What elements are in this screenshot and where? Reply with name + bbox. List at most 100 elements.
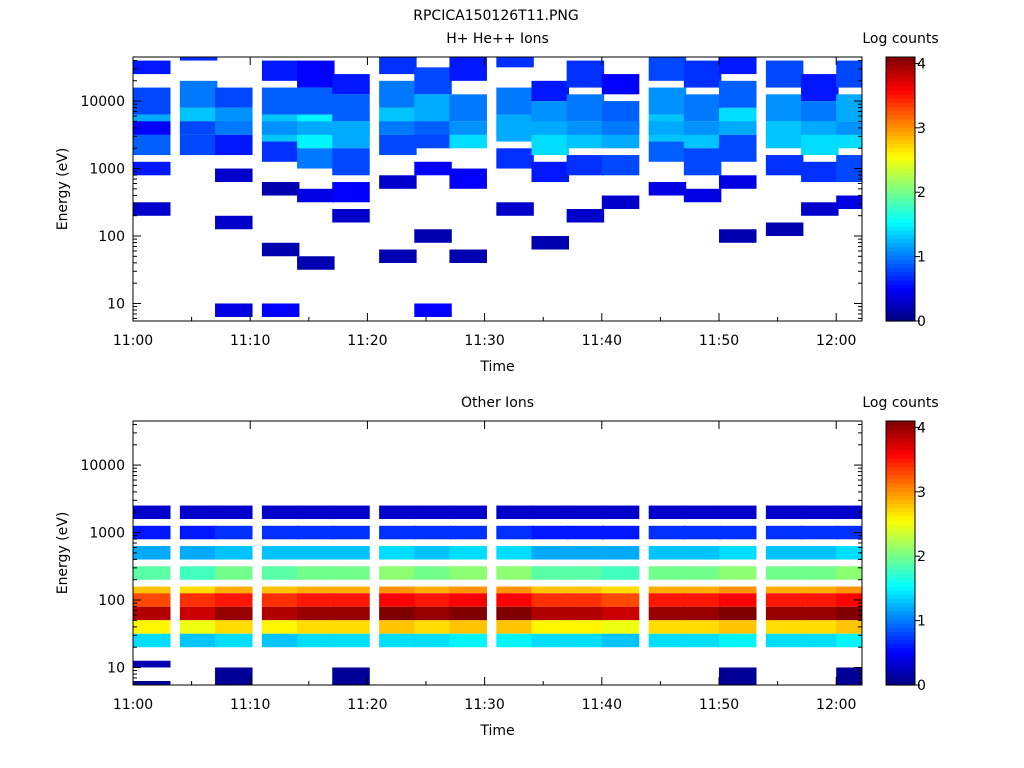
heatmap-cell	[601, 195, 640, 210]
colorbar-segment	[886, 668, 915, 674]
heatmap-cell	[261, 242, 300, 257]
heatmap-cell	[648, 593, 687, 607]
heatmap-cell	[836, 60, 862, 88]
heatmap-cell	[531, 80, 569, 102]
heatmap-cell	[836, 633, 862, 648]
heatmap-cell	[801, 593, 839, 607]
heatmap-cell	[414, 67, 452, 95]
colorbar-segment	[886, 189, 915, 194]
heatmap-cell	[332, 633, 370, 648]
colorbar-label: Log counts	[862, 31, 938, 47]
heatmap-cell	[648, 141, 687, 162]
heatmap-cell	[179, 80, 218, 108]
heatmap-cell	[496, 57, 534, 68]
colorbar-segment	[886, 234, 915, 240]
heatmap-cell	[179, 121, 218, 135]
heatmap-cell	[683, 505, 722, 520]
x-tick-label: 11:50	[699, 697, 739, 713]
heatmap-cells	[133, 505, 862, 685]
heatmap-cell	[133, 525, 171, 540]
heatmap-cell	[765, 155, 804, 176]
heatmap-cell	[648, 546, 687, 560]
heatmap-cell	[133, 546, 171, 560]
heatmap-cell	[566, 586, 605, 594]
heatmap-cell	[179, 505, 218, 520]
heatmap-cell	[332, 505, 370, 520]
colorbar-segment	[886, 222, 915, 227]
heatmap-cell	[683, 566, 722, 580]
x-tick-label: 11:30	[464, 333, 504, 349]
heatmap-cell	[801, 74, 839, 102]
heatmap-cell	[648, 87, 687, 115]
heatmap-cell	[261, 606, 300, 621]
colorbar-segment	[886, 283, 915, 289]
colorbar-segment	[886, 127, 915, 132]
colorbar-segment	[886, 429, 915, 434]
colorbar-segment	[886, 507, 915, 513]
heatmap-cell	[133, 633, 171, 648]
heatmap-cell	[531, 593, 569, 607]
heatmap-cell	[179, 606, 218, 621]
heatmap-cell	[215, 121, 253, 135]
heatmap-cell	[133, 134, 171, 156]
heatmap-cell	[836, 586, 862, 594]
colorbar-segment	[886, 627, 915, 632]
heatmap-cell	[449, 586, 487, 594]
heatmap-cell	[566, 525, 605, 540]
heatmap-cell	[531, 566, 569, 580]
heatmap-cell	[801, 633, 839, 648]
heatmap-cell	[496, 87, 534, 115]
colorbar-segment	[886, 296, 915, 301]
heatmap-cell	[179, 593, 218, 607]
x-tick-label: 11:10	[230, 697, 270, 713]
colorbar-segment	[886, 528, 915, 533]
heatmap-cell	[566, 155, 605, 176]
colorbar-segment	[886, 102, 915, 108]
heatmap-cell	[765, 633, 804, 648]
colorbar-segment	[886, 135, 915, 141]
heatmap-cell	[332, 667, 370, 685]
heatmap-cell	[297, 606, 335, 621]
heatmap-cell	[566, 566, 605, 580]
colorbar-tick-label: 4	[917, 420, 926, 436]
colorbar-segment	[886, 577, 915, 583]
colorbar-segment	[886, 647, 915, 653]
heatmap-cell	[261, 505, 300, 520]
colorbar-segment	[886, 548, 915, 554]
colorbar-segment	[886, 316, 915, 322]
x-tick-label: 11:00	[113, 333, 153, 349]
heatmap-cell	[648, 620, 687, 634]
x-tick-label: 11:30	[464, 697, 504, 713]
colorbar-segment	[886, 664, 915, 670]
colorbar-segment	[886, 536, 915, 542]
heatmap-cell	[414, 303, 452, 317]
colorbar-segment	[886, 491, 915, 496]
heatmap-cell	[449, 633, 487, 648]
x-tick-label: 12:00	[816, 333, 856, 349]
heatmap-cell	[297, 87, 335, 115]
heatmap-cell	[179, 57, 218, 61]
heatmap-cell	[261, 182, 300, 196]
heatmap-cell	[496, 546, 534, 560]
heatmap-cell	[215, 586, 253, 594]
heatmap-cell	[261, 566, 300, 580]
colorbar-segment	[886, 172, 915, 178]
heatmap-cell	[133, 680, 171, 685]
heatmap-cell	[531, 161, 569, 183]
heatmap-cell	[215, 525, 253, 540]
heatmap-cell	[719, 667, 757, 685]
heatmap-cell	[297, 121, 335, 135]
heatmap-cell	[801, 566, 839, 580]
heatmap-cell	[379, 593, 417, 607]
heatmap-cell	[683, 606, 722, 621]
heatmap-cell	[683, 546, 722, 560]
heatmap-cell	[719, 620, 757, 634]
heatmap-cell	[765, 593, 804, 607]
colorbar-segment	[886, 267, 915, 273]
heatmap-cell	[414, 586, 452, 594]
heatmap-cell	[765, 566, 804, 580]
colorbar-segment	[886, 197, 915, 202]
colorbar-segment	[886, 69, 915, 75]
x-axis-label: Time	[479, 359, 514, 375]
